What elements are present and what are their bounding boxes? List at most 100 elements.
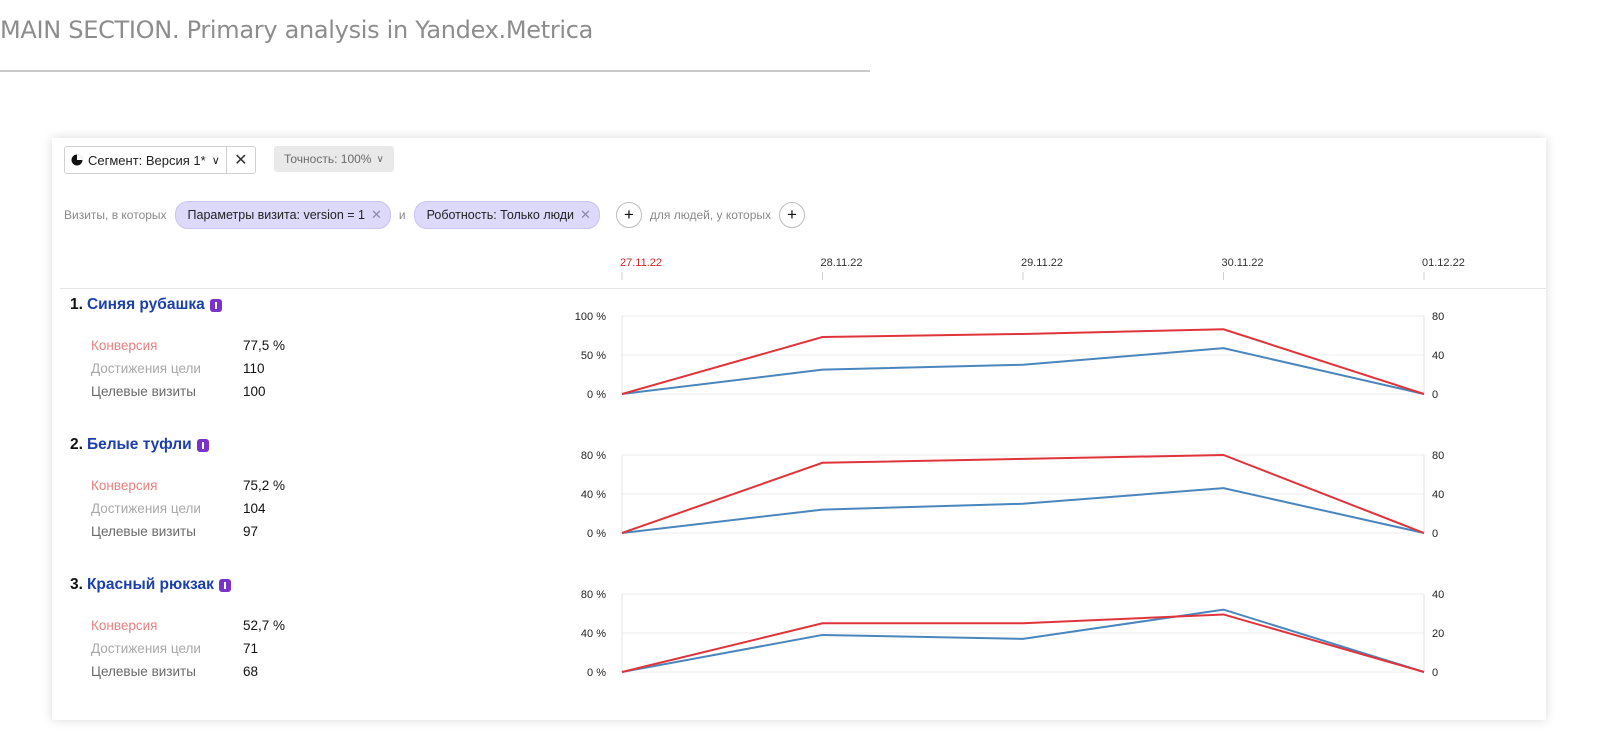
left-axis-tick-label: 0 % — [587, 667, 606, 679]
accuracy-selector[interactable]: Точность: 100% ∨ — [274, 146, 394, 172]
filter-and: и — [398, 208, 406, 222]
goal-name-link[interactable]: Синяя рубашка — [86, 296, 205, 313]
goal-title: 3. Красный рюкзак — [70, 576, 490, 594]
left-axis-tick-label: 50 % — [581, 350, 606, 362]
right-axis-tick-label: 40 — [1432, 589, 1444, 601]
left-axis-tick-label: 40 % — [581, 489, 606, 501]
goal-number: 3. — [70, 576, 83, 593]
segment-selector[interactable]: Сегмент: Версия 1* ∨ ✕ — [64, 146, 256, 174]
segment-dropdown[interactable]: Сегмент: Версия 1* ∨ — [65, 147, 227, 173]
right-axis-tick-label: 80 — [1432, 450, 1444, 462]
people-filter-label: для людей, у которых — [649, 208, 772, 222]
metric-value: 52,7 % — [243, 618, 286, 633]
close-icon: ✕ — [234, 152, 248, 169]
conversion-line — [621, 613, 1425, 673]
metric-achievements: Достижения цели 71 — [91, 641, 258, 656]
metric-value: 77,5 % — [243, 338, 286, 353]
close-icon[interactable]: ✕ — [580, 207, 591, 222]
goal-number: 1. — [70, 296, 83, 313]
right-axis-tick-label: 80 — [1432, 311, 1444, 323]
add-visit-filter-button[interactable]: + — [615, 202, 642, 228]
timeline-date-label: 27.11.22 — [620, 257, 662, 269]
metric-value: 104 — [243, 501, 266, 516]
target-visits-line — [621, 347, 1425, 395]
chip-label: Роботность: Только люди — [426, 208, 575, 222]
metric-label: Целевые визиты — [91, 664, 196, 679]
left-axis-tick-label: 0 % — [587, 389, 606, 401]
target-visits-line — [621, 487, 1425, 534]
metric-label: Целевые визиты — [91, 524, 196, 539]
metric-label: Достижения цели — [91, 361, 201, 376]
metric-target-visits: Целевые визиты 97 — [91, 524, 258, 539]
right-axis-tick-label: 40 — [1432, 350, 1444, 362]
metric-target-visits: Целевые визиты 68 — [91, 664, 258, 679]
info-badge-icon[interactable] — [209, 298, 222, 312]
goal-name-link[interactable]: Белые туфли — [86, 436, 192, 453]
filter-chip-visit-params[interactable]: Параметры визита: version = 1 ✕ — [174, 201, 391, 229]
page-title-rest: . Primary analysis in Yandex.Metrica — [171, 16, 594, 44]
segment-label: Сегмент: Версия 1* — [88, 152, 206, 168]
timeline-date-label: 28.11.22 — [821, 257, 863, 269]
metric-value: 71 — [243, 641, 259, 656]
metric-value: 100 — [243, 384, 266, 399]
metric-achievements: Достижения цели 110 — [91, 361, 265, 376]
metric-value: 110 — [243, 361, 265, 376]
left-axis-tick-label: 40 % — [581, 628, 606, 640]
conversion-line — [621, 453, 1425, 534]
filter-prefix: Визиты, в которых — [64, 208, 167, 222]
conversion-line — [621, 328, 1425, 395]
add-people-filter-button[interactable]: + — [779, 202, 806, 228]
left-axis-tick-label: 100 % — [575, 311, 606, 323]
goal-number: 2. — [70, 436, 83, 453]
right-axis-tick-label: 0 — [1432, 667, 1438, 679]
metric-conversion: Конверсия 52,7 % — [91, 618, 285, 633]
goal-title: 1. Синяя рубашка — [70, 296, 490, 314]
timeline-divider — [60, 288, 1546, 289]
target-visits-line — [621, 608, 1425, 673]
segment-close-button[interactable]: ✕ — [227, 147, 255, 173]
filter-row: Визиты, в которых Параметры визита: vers… — [64, 201, 813, 229]
info-badge-icon[interactable] — [196, 438, 209, 452]
header-divider — [0, 70, 870, 72]
metric-label: Целевые визиты — [91, 384, 196, 399]
metric-value: 75,2 % — [243, 478, 286, 493]
page-title-section: MAIN SECTION — [0, 16, 172, 44]
left-axis-tick-label: 80 % — [581, 450, 606, 462]
metric-value: 68 — [243, 664, 259, 679]
metric-value: 97 — [243, 524, 259, 539]
metric-label: Конверсия — [91, 338, 158, 353]
metric-label: Конверсия — [91, 618, 158, 633]
goal-title: 2. Белые туфли — [70, 436, 490, 454]
metric-achievements: Достижения цели 104 — [91, 501, 266, 516]
pie-chart-icon — [71, 154, 83, 166]
close-icon[interactable]: ✕ — [370, 207, 382, 222]
chevron-down-icon: ∨ — [376, 153, 384, 165]
metric-label: Достижения цели — [91, 641, 201, 656]
chip-label: Параметры визита: version = 1 — [187, 208, 365, 222]
chevron-down-icon: ∨ — [211, 154, 220, 167]
left-axis-tick-label: 80 % — [581, 589, 606, 601]
right-axis-tick-label: 0 — [1432, 389, 1438, 401]
goal-item: 1. Синяя рубашка Конверсия 77,5 % Достиже… — [70, 296, 490, 399]
goal-item: 3. Красный рюкзак Конверсия 52,7 % Достиж… — [70, 576, 490, 679]
goal-charts: 27.11.22 28.11.22 29.11.22 30.11.22 01.12.22… — [575, 257, 1465, 679]
metric-conversion: Конверсия 77,5 % — [91, 338, 285, 353]
filter-chip-robotness[interactable]: Роботность: Только люди ✕ — [413, 201, 600, 229]
metric-label: Конверсия — [91, 478, 158, 493]
page-title: MAIN SECTION. Primary analysis in Yandex… — [0, 16, 593, 44]
left-axis-tick-label: 0 % — [587, 528, 606, 540]
metrica-report-panel: Сегмент: Версия 1* ∨ ✕ Точность: 100% ∨ … — [52, 138, 1546, 720]
timeline-date-label: 29.11.22 — [1021, 257, 1063, 269]
timeline-date-label: 01.12.22 — [1422, 257, 1465, 269]
metric-conversion: Конверсия 75,2 % — [91, 478, 285, 493]
plus-icon: + — [623, 205, 634, 224]
metric-label: Достижения цели — [91, 501, 201, 516]
info-badge-icon[interactable] — [218, 578, 231, 592]
right-axis-tick-label: 0 — [1432, 528, 1438, 540]
goal-name-link[interactable]: Красный рюкзак — [86, 576, 214, 593]
goal-item: 2. Белые туфли Конверсия 75,2 % Достижени… — [70, 436, 490, 539]
right-axis-tick-label: 20 — [1432, 628, 1444, 640]
accuracy-label: Точность: 100% — [284, 152, 372, 166]
metric-target-visits: Целевые визиты 100 — [91, 384, 266, 399]
right-axis-tick-label: 40 — [1432, 489, 1444, 501]
